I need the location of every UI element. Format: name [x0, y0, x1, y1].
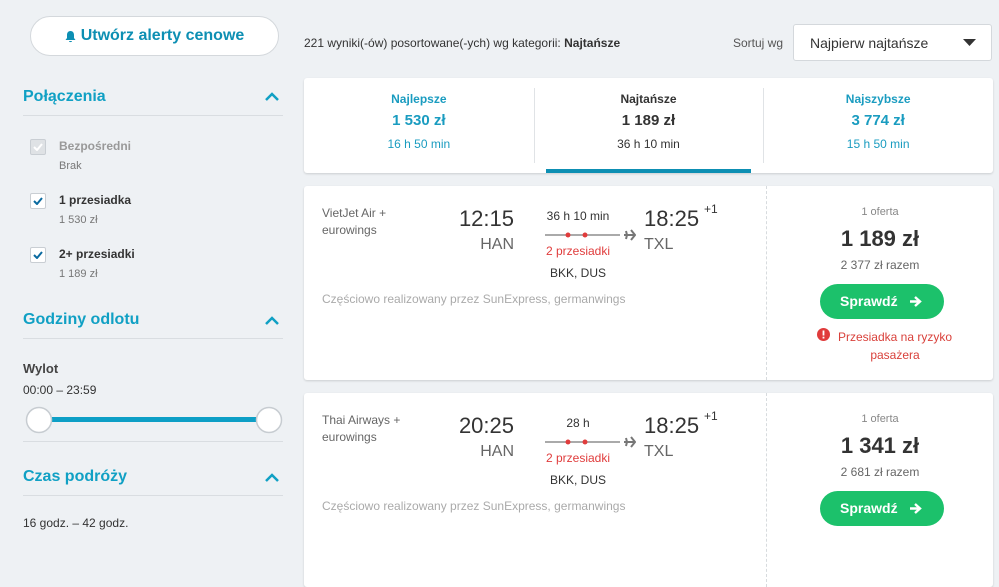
slider-thumb[interactable]: [255, 406, 283, 434]
collapse-icon[interactable]: [265, 473, 279, 483]
divider: [23, 495, 283, 496]
depart-time: 20:25: [458, 413, 514, 438]
sort-value: Najpierw najtańsze: [810, 35, 929, 51]
arrive-airport: TXL: [644, 236, 674, 253]
price: 1 341 zł: [840, 433, 920, 458]
duration: 36 h 10 min: [546, 209, 610, 223]
price: 1 189 zł: [840, 226, 920, 251]
stops: 2 przesiadki: [545, 244, 611, 258]
option-price: 1 530 zł: [59, 214, 98, 226]
operated-by: Częściowo realizowany przez SunExpress, …: [322, 292, 626, 306]
section-title: Godziny odlotu: [23, 311, 140, 328]
divider: [23, 441, 283, 442]
sort-tab[interactable]: Najszybsze 3 774 zł 15 h 50 min: [763, 78, 993, 173]
check-icon: [33, 143, 43, 151]
duration: 28 h: [566, 416, 590, 430]
check-button-label: Sprawdź: [840, 293, 898, 309]
operated-by: Częściowo realizowany przez SunExpress, …: [322, 499, 626, 513]
check-icon: [33, 197, 43, 205]
results-category: Najtańsze: [564, 36, 621, 50]
tab-price: 1 530 zł: [392, 112, 446, 129]
tab-label: Najtańsze: [620, 92, 677, 106]
airline: VietJet Air + eurowings: [322, 206, 387, 237]
option-label: 1 przesiadka: [59, 193, 132, 207]
sort-tab[interactable]: Najtańsze 1 189 zł 36 h 10 min: [534, 78, 764, 173]
arrive-airport: TXL: [644, 443, 674, 460]
via: BKK, DUS: [549, 266, 606, 280]
alert-button[interactable]: Utwórz alerty cenowe: [30, 16, 279, 56]
day-offset: +1: [704, 202, 718, 216]
offers: 1 oferta: [861, 413, 899, 425]
filter-range: 16 godz. – 42 godz.: [23, 516, 129, 530]
filter-label: Wylot: [23, 361, 59, 376]
route-line: [545, 229, 636, 241]
collapse-icon[interactable]: [265, 316, 279, 326]
depart-airport: HAN: [480, 236, 514, 253]
checkbox[interactable]: [30, 193, 46, 209]
collapse-icon[interactable]: [265, 92, 279, 102]
tab-label: Najszybsze: [845, 92, 911, 106]
total-price: 2 681 zł razem: [840, 465, 920, 479]
card-divider: [766, 186, 767, 380]
option-label: 2+ przesiadki: [59, 247, 135, 261]
sort-tabs: Najlepsze 1 530 zł 16 h 50 min Najtańsze 1 1…: [304, 78, 993, 173]
option-price: 1 189 zł: [59, 268, 98, 280]
check-icon: [33, 251, 43, 259]
arrow-icon: [910, 296, 922, 307]
flight-card[interactable]: Thai Airways + eurowings 20:25 HAN 28 h 2 pr…: [304, 393, 993, 587]
airline: Thai Airways + eurowings: [322, 413, 401, 444]
depart-airport: HAN: [480, 443, 514, 460]
section-title: Połączenia: [23, 88, 106, 105]
divider: [23, 115, 283, 116]
time-slider[interactable]: [24, 404, 286, 436]
warning-text: Przesiadka na ryzyko pasażera: [837, 330, 953, 362]
tab-duration: 15 h 50 min: [846, 137, 910, 151]
arrive-time: 18:25: [644, 413, 700, 438]
tab-duration: 36 h 10 min: [617, 137, 680, 151]
alert-button-label: Utwórz alerty cenowe: [80, 27, 245, 44]
filter-range: 00:00 – 23:59: [23, 383, 97, 397]
checkbox: [30, 139, 46, 155]
day-offset: +1: [704, 409, 718, 423]
results-count: 221 wyniki(-ów) posortowane(-ych) wg kat…: [304, 36, 561, 50]
slider-track: [38, 417, 270, 422]
route-line: [545, 436, 636, 448]
stops: 2 przesiadki: [545, 451, 611, 465]
via: BKK, DUS: [549, 473, 606, 487]
results-summary: 221 wyniki(-ów) posortowane(-ych) wg kat…: [304, 36, 620, 50]
tab-price: 3 774 zł: [851, 112, 905, 129]
divider: [23, 338, 283, 339]
tab-divider: [763, 88, 765, 163]
slider-thumb[interactable]: [25, 406, 53, 434]
sort-dropdown[interactable]: Najpierw najtańsze: [793, 24, 992, 61]
depart-time: 12:15: [458, 206, 514, 231]
active-indicator: [545, 169, 752, 173]
checkbox[interactable]: [30, 247, 46, 263]
sort-label: Sortuj wg: [733, 36, 784, 50]
arrow-icon: [910, 503, 922, 514]
dropdown-icon: [963, 39, 976, 46]
tab-divider: [533, 88, 535, 163]
sort-tab[interactable]: Najlepsze 1 530 zł 16 h 50 min: [304, 78, 534, 173]
total-price: 2 377 zł razem: [840, 258, 920, 272]
offers: 1 oferta: [861, 206, 899, 218]
tab-price: 1 189 zł: [621, 112, 676, 129]
tab-label: Najlepsze: [391, 92, 447, 106]
page: Utwórz alerty cenowe Połączenia Bezpośre…: [23, 16, 993, 587]
warning-icon: [817, 328, 830, 341]
check-button[interactable]: Sprawdź: [820, 491, 944, 526]
card-divider: [766, 393, 767, 587]
section-title: Czas podróży: [23, 468, 128, 485]
option-label: Bezpośredni: [59, 139, 132, 153]
flight-card[interactable]: VietJet Air + eurowings 12:15 HAN 36 h 10 m…: [304, 186, 993, 380]
tab-duration: 16 h 50 min: [387, 137, 451, 151]
option-price: Brak: [59, 160, 82, 172]
arrive-time: 18:25: [644, 206, 700, 231]
bell-icon: [65, 30, 76, 42]
check-button[interactable]: Sprawdź: [820, 284, 944, 319]
check-button-label: Sprawdź: [840, 500, 898, 516]
